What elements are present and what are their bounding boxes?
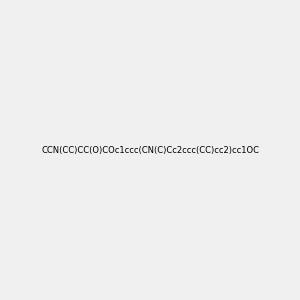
Text: CCN(CC)CC(O)COc1ccc(CN(C)Cc2ccc(CC)cc2)cc1OC: CCN(CC)CC(O)COc1ccc(CN(C)Cc2ccc(CC)cc2)c… — [41, 146, 259, 154]
